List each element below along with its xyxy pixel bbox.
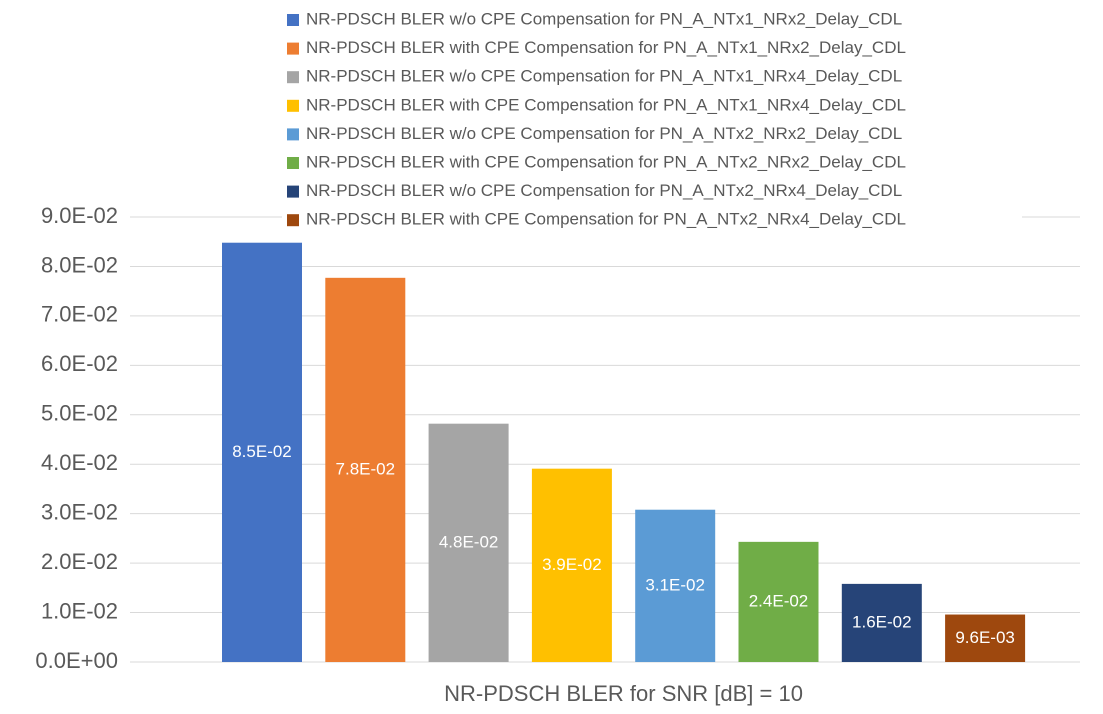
bar	[635, 509, 716, 662]
bar	[531, 468, 612, 662]
legend-swatch	[287, 14, 299, 26]
data-label: 1.6E-02	[852, 612, 912, 631]
bar	[945, 614, 1026, 662]
legend-label: NR-PDSCH BLER with CPE Compensation for …	[306, 210, 906, 229]
legend-background	[282, 4, 1022, 236]
legend-swatch	[287, 185, 299, 198]
x-tick-label: NR-PDSCH BLER for SNR [dB] = 10	[444, 681, 803, 706]
legend-label: NR-PDSCH BLER with CPE Compensation for …	[306, 95, 906, 114]
y-tick-label: 4.0E-02	[41, 450, 118, 475]
data-label: 3.1E-02	[645, 575, 705, 594]
data-label: 2.4E-02	[749, 591, 809, 610]
data-label: 3.9E-02	[542, 555, 602, 574]
bar	[325, 277, 406, 662]
y-tick-label: 5.0E-02	[41, 401, 118, 426]
legend-swatch	[287, 157, 299, 169]
data-label: 9.6E-03	[955, 628, 1015, 647]
legend-label: NR-PDSCH BLER with CPE Compensation for …	[306, 38, 906, 57]
y-tick-label: 2.0E-02	[41, 549, 118, 574]
data-label: 7.8E-02	[336, 459, 396, 478]
data-label: 8.5E-02	[232, 442, 292, 461]
bar	[428, 423, 509, 662]
legend-label: NR-PDSCH BLER w/o CPE Compensation for P…	[306, 181, 902, 200]
legend-swatch	[287, 214, 299, 227]
legend-label: NR-PDSCH BLER w/o CPE Compensation for P…	[306, 9, 902, 28]
bar	[222, 242, 302, 662]
y-tick-label: 3.0E-02	[41, 499, 118, 524]
data-label: 4.8E-02	[439, 532, 499, 551]
bar	[738, 541, 819, 662]
legend-swatch	[287, 128, 299, 141]
y-tick-label: 9.0E-02	[41, 203, 118, 228]
y-tick-label: 7.0E-02	[41, 302, 118, 327]
bar	[841, 583, 922, 662]
legend-label: NR-PDSCH BLER with CPE Compensation for …	[306, 152, 906, 171]
legend-swatch	[287, 71, 299, 84]
y-tick-label: 0.0E+00	[35, 648, 118, 673]
legend-label: NR-PDSCH BLER w/o CPE Compensation for P…	[306, 67, 902, 86]
legend-swatch	[287, 99, 299, 112]
legend-swatch	[287, 42, 299, 55]
y-tick-label: 6.0E-02	[41, 351, 118, 376]
legend-label: NR-PDSCH BLER w/o CPE Compensation for P…	[306, 124, 902, 143]
y-tick-label: 1.0E-02	[41, 598, 118, 623]
y-tick-label: 8.0E-02	[41, 252, 118, 277]
